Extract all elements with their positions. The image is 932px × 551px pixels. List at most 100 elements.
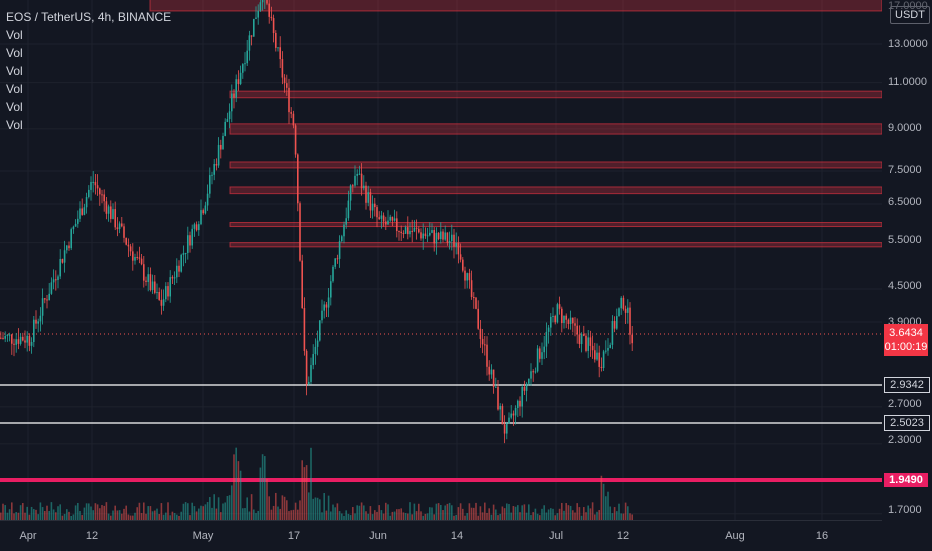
candle-body — [316, 340, 319, 347]
volume-bar — [497, 515, 499, 520]
candle-body — [468, 273, 471, 281]
candle-body — [602, 351, 605, 368]
candle-body — [415, 227, 418, 229]
volume-bar — [583, 507, 585, 520]
volume-bar — [475, 502, 477, 520]
volume-bar — [204, 504, 207, 520]
candle-body — [138, 257, 141, 259]
volume-bar — [233, 454, 235, 520]
volume-bar — [101, 505, 103, 520]
volume-bar — [13, 513, 15, 520]
volume-bar — [591, 502, 594, 520]
candle-body — [129, 246, 132, 252]
volume-bar — [536, 513, 539, 520]
candle-body — [46, 299, 48, 301]
candle-body — [281, 59, 284, 78]
candle-body — [272, 18, 275, 33]
candle-body — [149, 274, 152, 291]
volume-indicator-label[interactable]: Vol — [6, 82, 23, 96]
current-price-label: 3.6434 01:00:19 — [884, 324, 928, 356]
candle-body — [565, 315, 567, 320]
volume-bar — [424, 513, 427, 520]
candle-body — [8, 334, 11, 336]
candle-body — [52, 279, 55, 283]
candle-body — [250, 35, 253, 37]
candle-body — [132, 251, 134, 261]
candle-body — [6, 334, 9, 337]
volume-bar — [519, 512, 521, 520]
symbol-title[interactable]: EOS / TetherUS, 4h, BINANCE — [6, 10, 172, 24]
volume-bar — [114, 505, 116, 520]
volume-bar — [514, 506, 517, 520]
volume-bar — [422, 515, 424, 520]
price-chart[interactable] — [0, 0, 882, 520]
volume-bar — [598, 510, 600, 520]
candle-body — [147, 274, 149, 282]
candle-body — [609, 344, 611, 348]
candle-body — [440, 231, 442, 240]
candle-body — [11, 334, 13, 344]
price-axis[interactable]: 17.0000 USDT 13.0000 11.0000 9.0000 7.50… — [882, 0, 932, 550]
candle-body — [558, 304, 561, 309]
volume-bar — [261, 454, 264, 520]
candle-body — [393, 218, 396, 221]
time-axis[interactable]: Apr 12 May 17 Jun 14 Jul 12 Aug 16 — [0, 520, 882, 551]
candle-body — [409, 230, 411, 235]
volume-bar — [195, 511, 198, 520]
volume-bar — [473, 507, 475, 520]
candle-body — [211, 174, 213, 176]
volume-bar — [448, 502, 451, 520]
volume-bar — [231, 485, 233, 520]
candle-body — [534, 371, 537, 373]
volume-bar — [451, 505, 453, 520]
volume-bar — [198, 508, 200, 520]
volume-bar — [129, 515, 132, 520]
volume-bar — [187, 503, 189, 520]
currency-badge[interactable]: USDT — [890, 6, 930, 24]
candle-body — [506, 423, 508, 434]
volume-indicator-label[interactable]: Vol — [6, 100, 23, 114]
volume-bar — [437, 503, 440, 520]
volume-bar — [594, 514, 596, 520]
volume-bar — [28, 514, 31, 520]
volume-bar — [248, 511, 251, 520]
candle-body — [356, 173, 358, 176]
candle-body — [391, 216, 394, 221]
candle-body — [552, 316, 554, 318]
candle-countdown: 01:00:19 — [884, 341, 928, 353]
volume-bar — [74, 505, 77, 520]
candle-body — [624, 308, 627, 313]
volume-bar — [530, 515, 532, 520]
candle-body — [446, 232, 449, 243]
candle-body — [352, 185, 354, 187]
candle-body — [288, 87, 290, 113]
volume-bar — [83, 507, 86, 520]
volume-bar — [376, 511, 378, 520]
candle-body — [455, 242, 457, 247]
candle-body — [70, 229, 72, 249]
volume-bar — [556, 513, 559, 520]
candle-body — [611, 321, 614, 345]
candle-body — [226, 119, 229, 122]
volume-indicator-label[interactable]: Vol — [6, 46, 23, 60]
volume-bar — [550, 508, 552, 520]
candle-body — [110, 206, 112, 219]
volume-indicator-label[interactable]: Vol — [6, 118, 23, 132]
candle-body — [145, 280, 147, 282]
volume-bar — [72, 514, 75, 520]
volume-bar — [334, 507, 336, 520]
volume-bar — [17, 512, 20, 520]
volume-bar — [330, 511, 332, 520]
volume-indicator-label[interactable]: Vol — [6, 64, 23, 78]
volume-bar — [213, 494, 215, 520]
volume-bar — [281, 495, 284, 520]
candle-body — [437, 232, 440, 240]
volume-bar — [585, 512, 587, 520]
candle-body — [202, 210, 204, 214]
candle-body — [374, 203, 376, 208]
volume-bar — [453, 515, 455, 520]
volume-bar — [246, 497, 248, 520]
volume-bar — [382, 513, 385, 520]
volume-bar — [85, 503, 88, 520]
volume-indicator-label[interactable]: Vol — [6, 28, 23, 42]
